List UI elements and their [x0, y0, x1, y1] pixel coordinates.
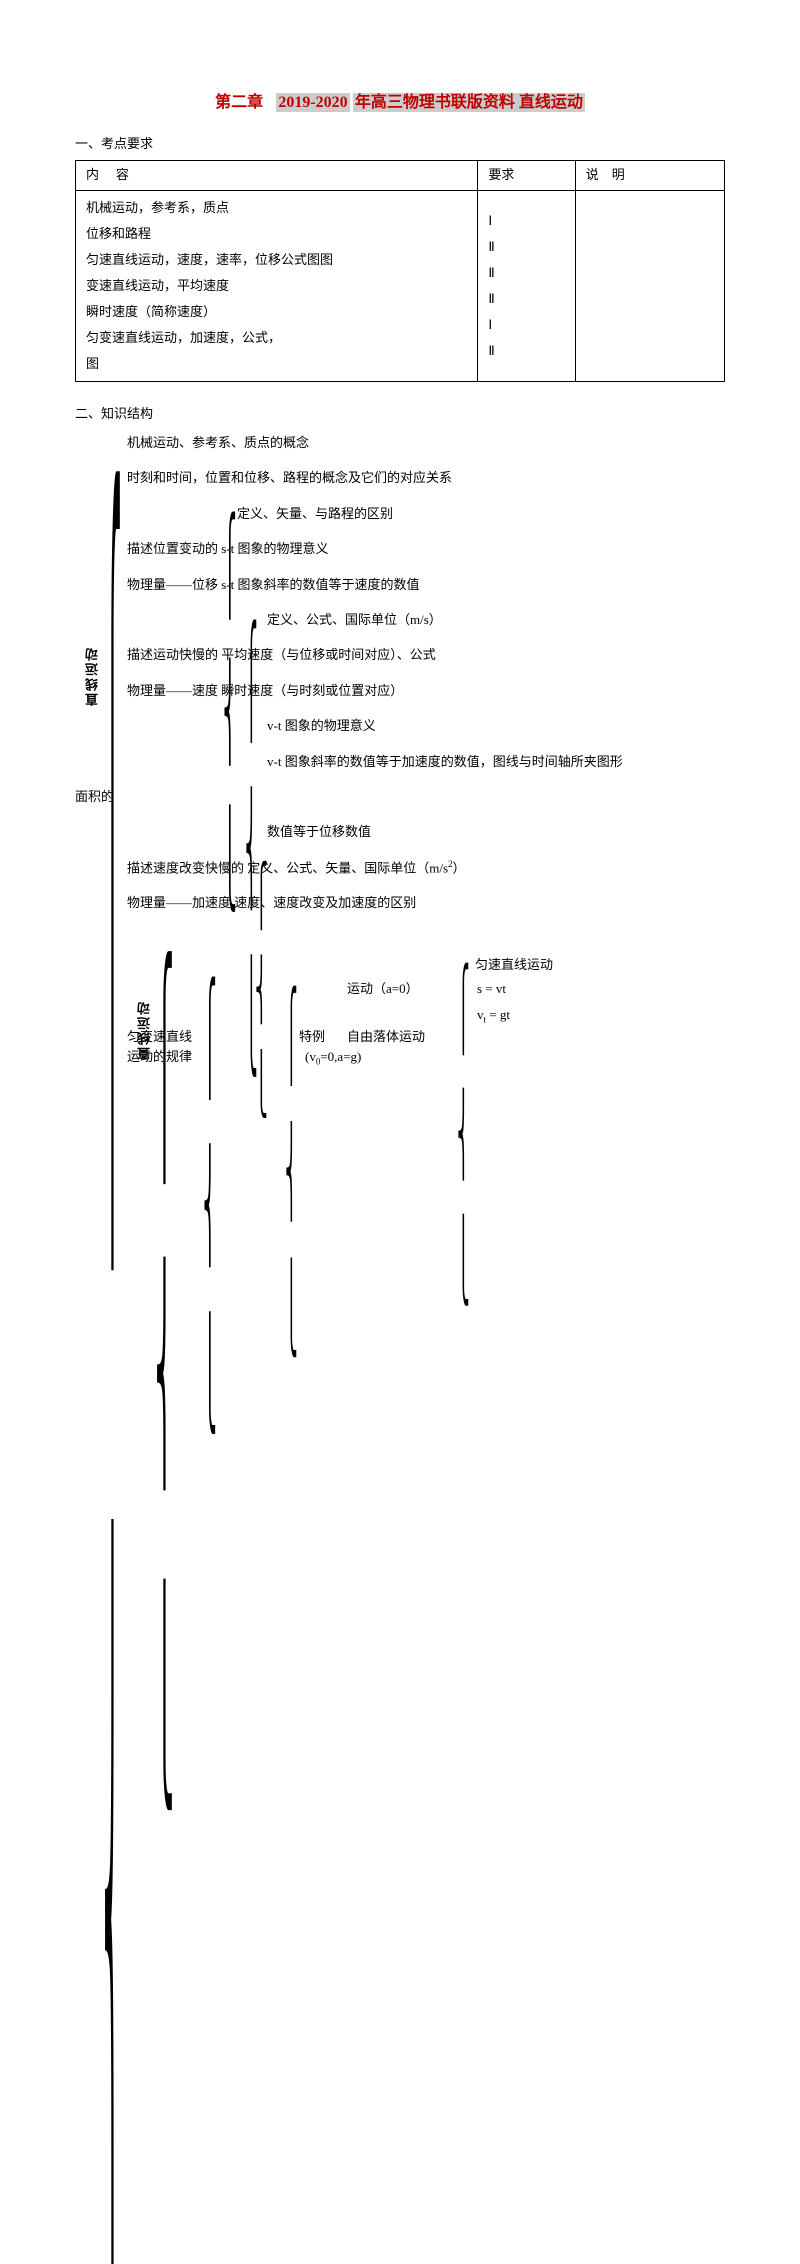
displacement-block: ⎧⎨⎩ 定义、矢量、与路程的区别 描述位置变动的 s-t 图象的物理意义 物理量…: [127, 502, 725, 596]
content-line: 机械运动，参考系，质点: [86, 195, 467, 221]
velocity-block: ⎧⎨⎩ 定义、公式、国际单位（m/s） 描述运动快慢的 平均速度（与位移或时间对…: [127, 608, 725, 773]
struct-line: 描述位置变动的 s-t 图象的物理意义: [127, 537, 725, 560]
struct-line: 定义、公式、国际单位（m/s）: [127, 608, 725, 631]
req-line: Ⅰ: [488, 312, 564, 338]
text: =0,a=g): [320, 1049, 361, 1064]
col-req-header: 要求: [478, 161, 575, 191]
struct-line: 物理量——位移 s-t 图象斜率的数值等于速度的数值: [127, 573, 725, 596]
content-line: 位移和路程: [86, 221, 467, 247]
struct-line: 特例: [299, 1027, 325, 1048]
content-line: 匀变速直线运动，加速度，公式，: [86, 325, 467, 351]
brace-icon: ⎧⎨⎩: [457, 951, 470, 1325]
vertical-label-1: 直线运动: [83, 646, 104, 706]
knowledge-structure: ⎧⎨⎩ 直线运动 机械运动、参考系、质点的概念 时刻和时间，位置和位移、路程的概…: [75, 431, 725, 1085]
page-title: 第二章 2019-2020 年高三物理书联版资料 直线运动: [75, 90, 725, 116]
content-line: 匀速直线运动，速度，速率，位移公式图图: [86, 247, 467, 273]
struct-line: 物理量——速度 瞬时速度（与时刻或位置对应）: [127, 679, 725, 702]
content-line: 瞬时速度（简称速度）: [86, 299, 467, 325]
req-line: Ⅱ: [488, 338, 564, 364]
col-note-header: 说明: [575, 161, 724, 191]
laws-block: ⎧⎨⎩ 直线运动 ⎧⎨⎩ ⎧⎨⎩ ⎧⎨⎩ 匀速直线运动 运动（a=0） s = …: [127, 955, 725, 1085]
section-2-heading: 二、知识结构: [75, 404, 725, 425]
text: ）: [453, 860, 466, 875]
brace-icon: ⎧⎨⎩: [285, 973, 298, 1379]
req-line: Ⅱ: [488, 286, 564, 312]
requirements-table: 内容 要求 说明 机械运动，参考系，质点 位移和路程 匀速直线运动，速度，速率，…: [75, 160, 725, 382]
struct-line: v-t 图象斜率的数值等于加速度的数值，图线与时间轴所夹图形: [127, 750, 725, 773]
struct-line: 运动的规律: [127, 1047, 192, 1068]
text: = gt: [486, 1007, 510, 1022]
acceleration-block: ⎧⎨⎩ 描述速度改变快慢的 定义、公式、矢量、国际单位（m/s2） 物理量——加…: [127, 856, 725, 915]
content-cell: 机械运动，参考系，质点 位移和路程 匀速直线运动，速度，速率，位移公式图图 变速…: [76, 191, 478, 382]
struct-line: s = vt: [477, 979, 506, 1000]
struct-line: 匀速直线运动: [475, 955, 553, 976]
note-cell: [575, 191, 724, 382]
struct-line: 运动（a=0）: [347, 979, 419, 1000]
struct-line: 描述速度改变快慢的 定义、公式、矢量、国际单位（m/s2）: [127, 856, 725, 880]
req-line: Ⅰ: [488, 208, 564, 234]
title-highlight-1: 2019-2020: [276, 93, 349, 112]
col-content-header: 内容: [76, 161, 478, 191]
section-1-heading: 一、考点要求: [75, 134, 725, 155]
req-cell: Ⅰ Ⅱ Ⅱ Ⅱ Ⅰ Ⅱ: [478, 191, 575, 382]
req-line: Ⅱ: [488, 234, 564, 260]
brace-icon: ⎧⎨⎩: [103, 423, 122, 2264]
chapter-label: 第二章: [215, 94, 263, 111]
table-header-row: 内容 要求 说明: [76, 161, 725, 191]
struct-line: v-t 图象的物理意义: [127, 714, 725, 737]
struct-line: 自由落体运动: [347, 1027, 425, 1048]
struct-line: (v0=0,a=g): [305, 1047, 361, 1069]
text: (v: [305, 1049, 316, 1064]
struct-line: 描述运动快慢的 平均速度（与位移或时间对应）、公式: [127, 643, 725, 666]
struct-line: 数值等于位移数值: [127, 820, 725, 843]
struct-line: 机械运动、参考系、质点的概念: [127, 431, 725, 454]
req-line: Ⅱ: [488, 260, 564, 286]
struct-line: 时刻和时间，位置和位移、路程的概念及它们的对应关系: [127, 466, 725, 489]
brace-icon: ⎧⎨⎩: [203, 961, 217, 1460]
table-row: 机械运动，参考系，质点 位移和路程 匀速直线运动，速度，速率，位移公式图图 变速…: [76, 191, 725, 382]
text: 描述速度改变快慢的 定义、公式、矢量、国际单位（m/s: [127, 860, 448, 875]
title-highlight-2: 年高三物理书联版资料 直线运动: [353, 93, 585, 112]
content-line: 图: [86, 351, 467, 377]
struct-line: 定义、矢量、与路程的区别: [127, 502, 725, 525]
content-line: 变速直线运动，平均速度: [86, 273, 467, 299]
brace-icon: ⎧⎨⎩: [155, 937, 174, 1877]
struct-line: 匀变速直线: [127, 1027, 192, 1048]
struct-line: vt = gt: [477, 1005, 510, 1027]
struct-line: 面积的: [75, 785, 725, 808]
struct-line: 物理量——加速度 速度、速度改变及加速度的区别: [127, 891, 725, 914]
